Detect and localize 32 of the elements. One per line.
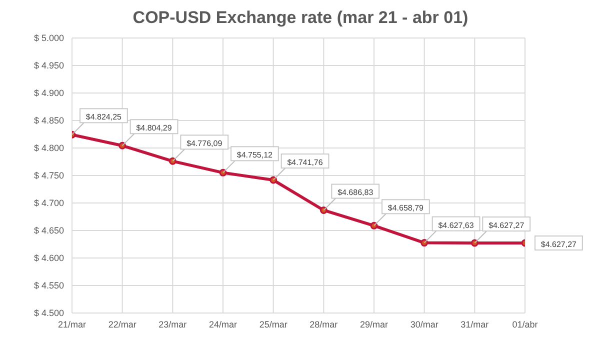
data-label: $4.686,83 [338,188,374,198]
y-tick-label: $ 4.650 [34,226,64,236]
y-tick-label: $ 5.000 [34,33,64,44]
y-tick-label: $ 4.900 [34,88,64,98]
y-tick-label: $ 4.600 [34,253,64,264]
x-tick-label: 23/mar [158,319,187,330]
x-tick-label: 29/mar [360,319,388,330]
data-label: $4.776,09 [186,139,223,148]
y-tick-label: $ 4.500 [34,308,64,318]
y-tick-label: $ 4.550 [34,280,64,291]
data-label: $4.824,25 [86,112,122,122]
y-tick-label: $ 4.750 [34,170,64,181]
x-tick-label: 28/mar [310,319,338,330]
y-tick-label: $ 4.850 [34,116,64,126]
x-tick-label: 22/mar [108,319,136,330]
data-label: $4.627,63 [438,220,474,230]
x-tick-label: 24/mar [208,319,238,330]
x-tick-label: 01/abr [512,319,538,330]
data-label: $4.755,12 [236,150,274,160]
data-label: $4.804,29 [136,124,172,133]
y-tick-label: $ 4.800 [34,143,64,154]
data-label: $4.658,79 [388,204,424,213]
data-label: $4.741,76 [287,158,324,168]
data-label: $4.627,27 [540,240,578,249]
x-tick-label: 30/mar [410,319,438,330]
y-tick-label: $ 4.950 [34,60,64,71]
x-tick-label: 31/mar [460,319,489,330]
x-tick-label: 25/mar [259,319,288,330]
data-label: $4.627,27 [488,221,525,230]
y-tick-label: $ 4.700 [34,198,64,208]
x-tick-label: 21/mar [58,319,86,330]
chart-title: COP-USD Exchange rate (mar 21 - abr 01) [132,8,470,28]
